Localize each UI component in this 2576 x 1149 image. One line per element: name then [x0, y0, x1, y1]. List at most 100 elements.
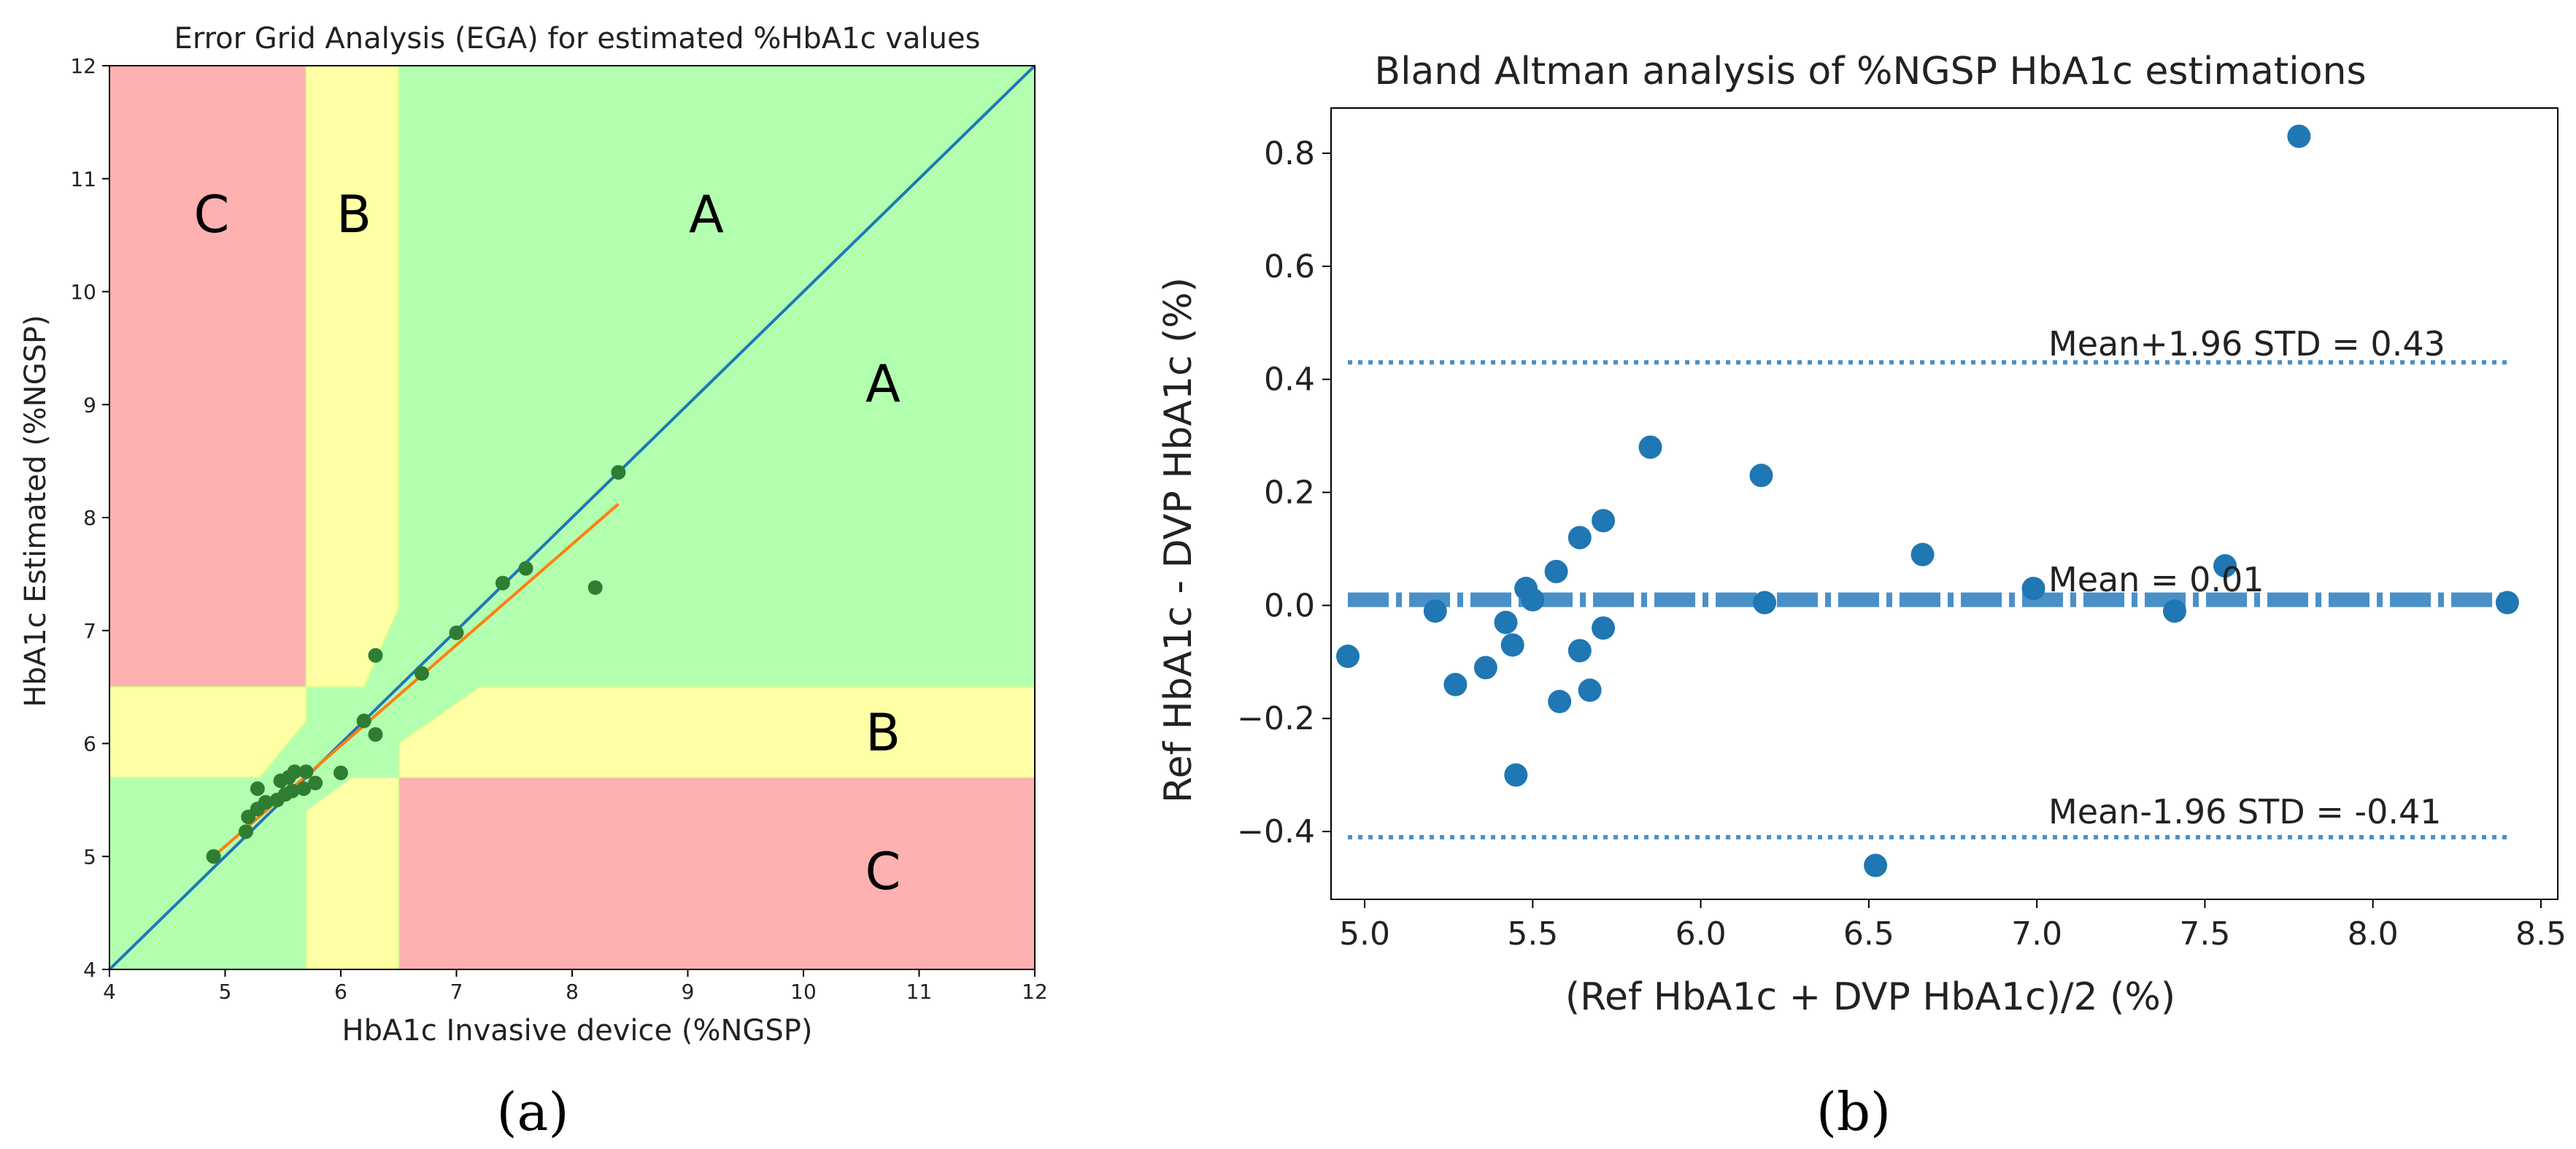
ba-x-tick-label-7.0: 7.0	[2011, 915, 2062, 953]
ba-axes-frame	[1330, 107, 2558, 900]
ega-point-5	[250, 781, 265, 796]
ega-panel: 4 5 6 7 8 9 10 11 12 4 5 6 7 8 9 10 11 12 C B A A B C Er…	[19, 22, 1048, 1142]
ega-zone-label-a-upper: A	[689, 185, 724, 245]
bland-altman-panel: 5.0 5.5 6.0 6.5 7.0 7.5 8.0 8.5 −0.4 −0.2 0.0 0.2 0…	[1157, 50, 2567, 1142]
ega-point-21	[449, 625, 464, 640]
ega-x-tick-label-7: 7	[450, 980, 463, 1004]
ba-point-2	[1423, 599, 1447, 623]
ba-point-22	[2021, 577, 2045, 601]
ega-point-13	[296, 781, 312, 796]
ba-point-21	[1910, 542, 1935, 566]
ba-point-18	[1749, 464, 1773, 488]
ba-point-11	[1548, 690, 1572, 713]
ba-point-20	[1864, 853, 1888, 877]
ba-x-ticks: 5.0 5.5 6.0 6.5 7.0 7.5 8.0 8.5	[1339, 899, 2567, 953]
ba-x-tick-label-8.0: 8.0	[2348, 915, 2399, 953]
ega-point-1	[206, 849, 221, 864]
ba-point-6	[1500, 633, 1524, 657]
ba-point-19	[1753, 591, 1777, 615]
ega-x-tick-label-5: 5	[219, 980, 232, 1004]
ega-zone-b-vertical-top	[305, 65, 400, 688]
ega-point-17	[356, 713, 371, 729]
ba-point-24	[2213, 554, 2237, 578]
ega-zone-b-horizontal-right	[398, 686, 1036, 778]
ba-point-26	[2495, 591, 2519, 615]
ba-y-axis-label: Ref HbA1c - DVP HbA1c (%)	[1157, 277, 1200, 803]
ega-point-23	[518, 561, 533, 576]
ega-point-11	[285, 783, 300, 799]
ega-point-24	[587, 580, 603, 595]
ega-x-tick-label-9: 9	[682, 980, 695, 1004]
ega-y-tick-label-5: 5	[83, 845, 96, 869]
ega-y-axis-label: HbA1c Estimated (%NGSP)	[19, 315, 53, 707]
ba-x-axis-label: (Ref HbA1c + DVP HbA1c)/2 (%)	[1565, 975, 2175, 1019]
ega-x-tick-label-10: 10	[790, 980, 817, 1004]
ba-x-tick-label-6.0: 6.0	[1675, 915, 1727, 953]
ega-zone-c-upper-left	[109, 65, 307, 688]
ba-point-15	[1592, 509, 1616, 533]
ba-x-tick-label-8.5: 8.5	[2515, 915, 2567, 953]
ega-x-tick-label-8: 8	[566, 980, 579, 1004]
ba-title: Bland Altman analysis of %NGSP HbA1c est…	[1374, 50, 2366, 93]
ba-x-tick-label-5.5: 5.5	[1507, 915, 1558, 953]
ba-point-3	[1443, 672, 1468, 696]
ega-point-6	[258, 794, 273, 810]
ba-y-tick-label-−0.2: −0.2	[1237, 700, 1315, 737]
ba-y-tick-label-0.6: 0.6	[1264, 248, 1315, 285]
ega-point-12	[287, 764, 302, 780]
ba-point-16	[1592, 616, 1616, 640]
ega-points	[206, 465, 626, 864]
ega-y-tick-label-9: 9	[83, 393, 96, 417]
ba-y-ticks: −0.4 −0.2 0.0 0.2 0.4 0.6 0.8	[1237, 135, 1331, 850]
ega-zone-a-wedge	[306, 743, 399, 812]
ega-x-tick-label-12: 12	[1022, 980, 1048, 1004]
ba-point-9	[1521, 588, 1545, 612]
ega-x-tick-label-4: 4	[103, 980, 116, 1004]
ega-zone-label-b-upper: B	[336, 185, 371, 245]
ega-y-tick-label-6: 6	[83, 732, 96, 756]
ega-point-16	[333, 765, 348, 780]
ega-y-tick-label-11: 11	[70, 167, 96, 191]
ba-point-1	[1336, 645, 1360, 669]
ega-zone-c-lower-right	[398, 776, 1036, 970]
ega-zone-label-a-right: A	[865, 354, 901, 414]
ega-point-22	[495, 575, 510, 591]
ega-identity-line	[108, 64, 1036, 971]
ba-mean-label: Mean = 0.01	[2048, 560, 2264, 599]
ega-zone-label-c-upper: C	[194, 185, 230, 245]
ba-point-4	[1473, 656, 1497, 680]
ba-upper-limit-label: Mean+1.96 STD = 0.43	[2048, 324, 2445, 364]
ega-zone-label-b-right: B	[865, 703, 901, 763]
ega-point-18	[368, 727, 383, 742]
ega-zone-b-vertical-bottom	[305, 776, 400, 970]
ba-points	[1336, 124, 2519, 877]
ba-y-tick-label-0.0: 0.0	[1264, 587, 1315, 624]
ba-point-7	[1504, 763, 1528, 787]
ega-y-tick-label-12: 12	[70, 54, 96, 78]
ba-y-tick-label-0.8: 0.8	[1264, 135, 1315, 172]
ba-y-tick-label-0.4: 0.4	[1264, 361, 1315, 399]
ba-point-5	[1494, 610, 1518, 634]
ba-x-tick-label-5.0: 5.0	[1339, 915, 1390, 953]
ega-y-ticks: 4 5 6 7 8 9 10 11 12	[70, 54, 109, 982]
ega-y-tick-label-8: 8	[83, 506, 96, 530]
ba-lower-limit-label: Mean-1.96 STD = -0.41	[2048, 792, 2442, 831]
ba-point-14	[1578, 678, 1602, 702]
ega-point-2	[239, 824, 254, 839]
ega-panel-label: (a)	[496, 1081, 568, 1142]
ba-point-12	[1567, 526, 1592, 550]
ba-y-tick-label-−0.4: −0.4	[1237, 813, 1315, 850]
ba-point-13	[1567, 639, 1592, 663]
ega-point-20	[414, 666, 429, 681]
ba-point-10	[1544, 559, 1568, 583]
ega-y-tick-label-10: 10	[70, 280, 96, 304]
ega-x-ticks: 4 5 6 7 8 9 10 11 12	[103, 969, 1048, 1004]
ba-x-tick-label-6.5: 6.5	[1843, 915, 1894, 953]
ega-x-tick-label-11: 11	[906, 980, 933, 1004]
ega-point-15	[308, 775, 323, 791]
ba-panel-label: (b)	[1816, 1081, 1891, 1142]
ega-y-tick-label-4: 4	[83, 958, 96, 982]
ega-x-tick-label-6: 6	[334, 980, 347, 1004]
ba-point-25	[2287, 124, 2311, 148]
